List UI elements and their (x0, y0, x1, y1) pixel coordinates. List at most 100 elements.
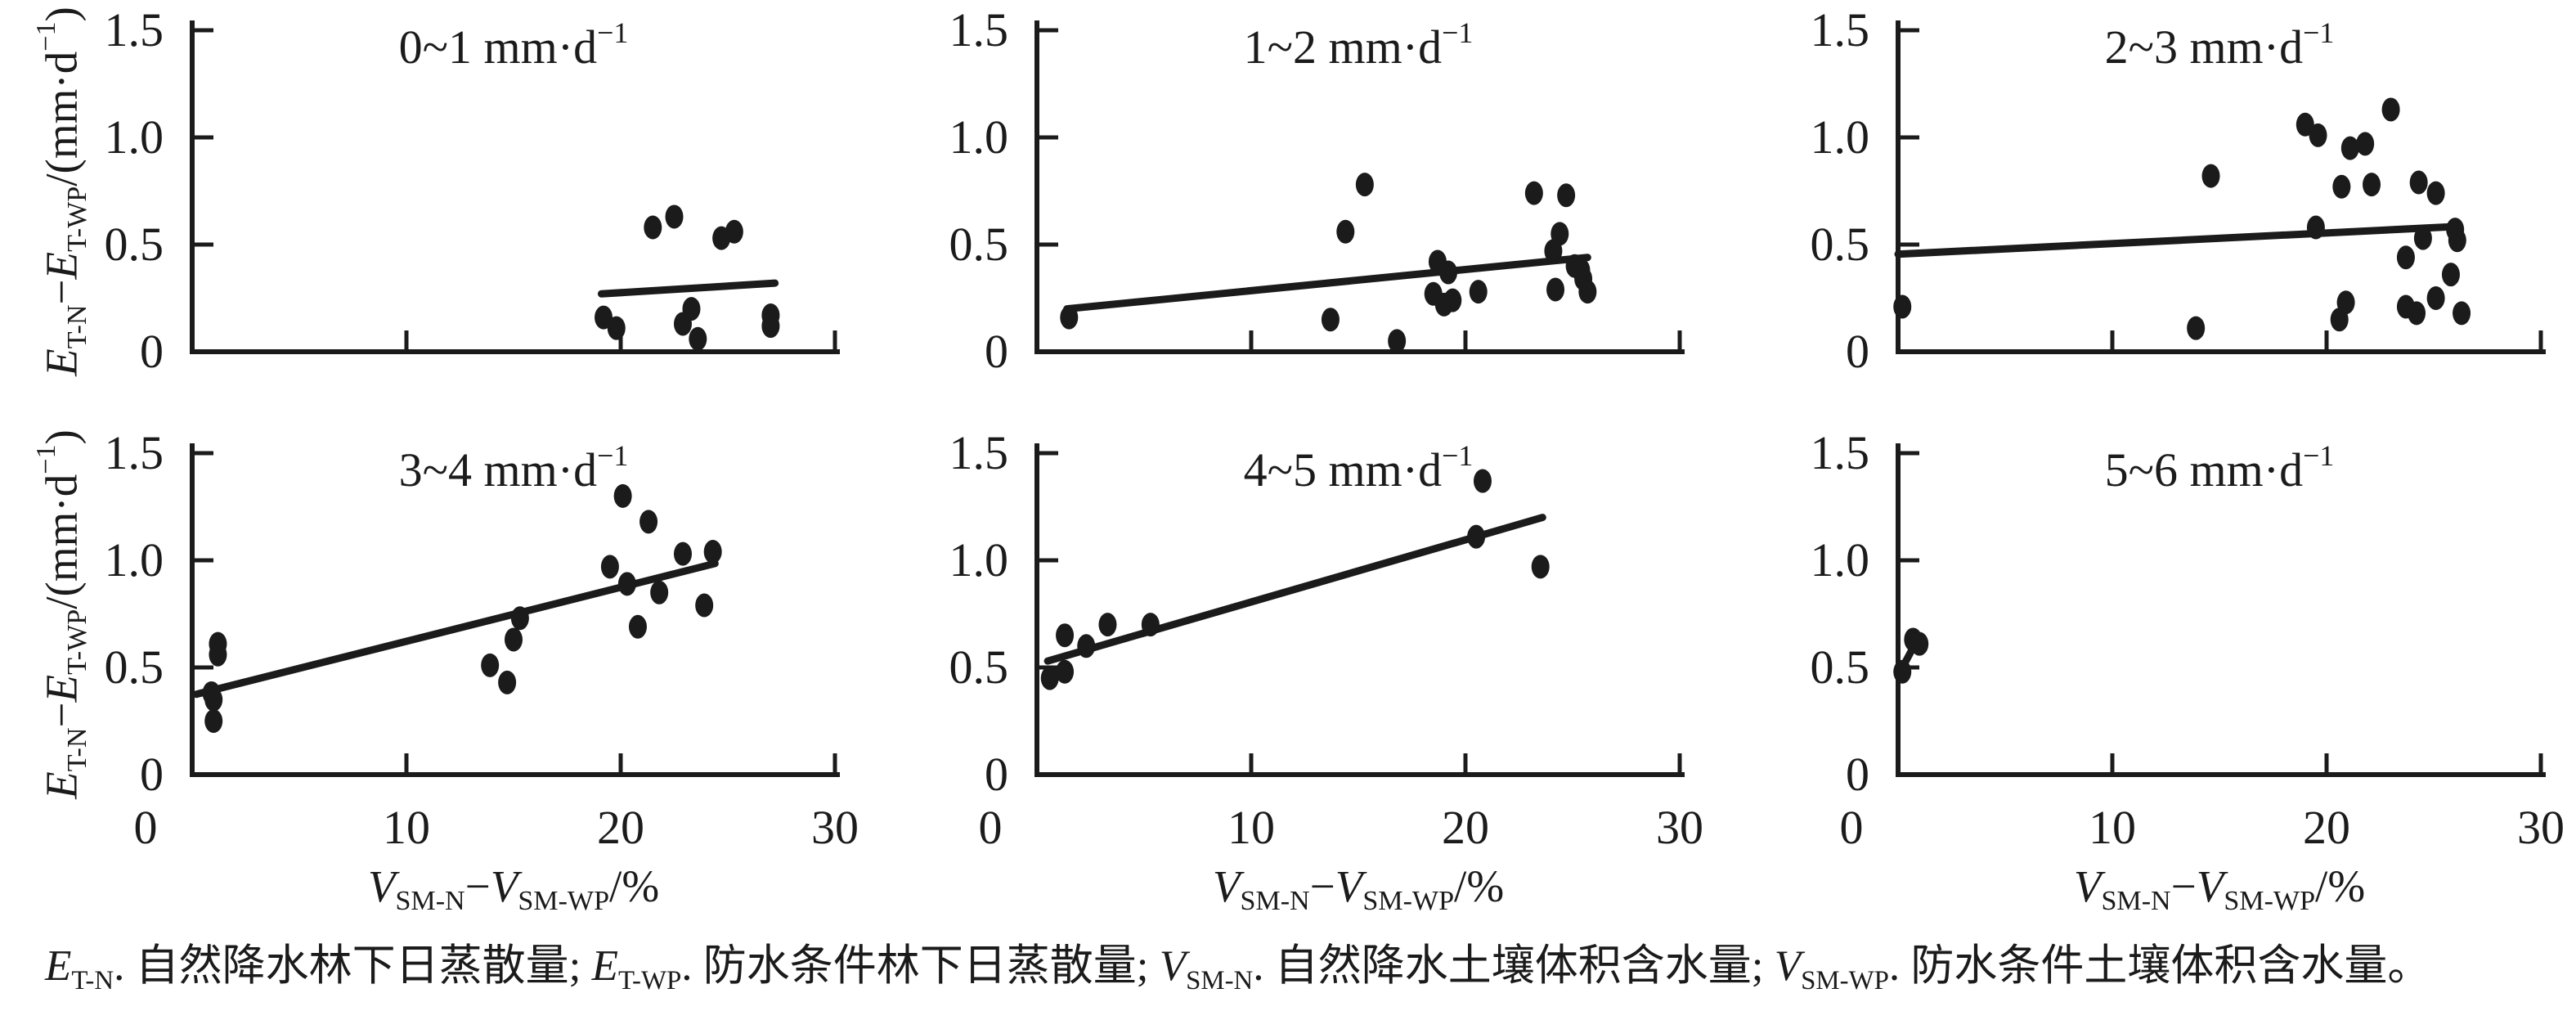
data-point (204, 687, 223, 712)
y-tick-label: 1.5 (949, 426, 1009, 479)
x-tick-label: 20 (1442, 801, 1489, 854)
data-point (628, 614, 647, 639)
data-point (1141, 613, 1160, 637)
panel-4-title: 4~5 mm·d−1 (1243, 439, 1474, 497)
data-point (2381, 97, 2400, 122)
y-tick-label: 0 (1846, 748, 1869, 801)
data-point (1040, 666, 1059, 690)
figure-caption: ET-N. 自然降水林下日蒸散量; ET-WP. 防水条件林下日蒸散量; VSM… (45, 942, 2431, 996)
y-tick-label: 0.5 (949, 218, 1009, 271)
data-point (2201, 164, 2220, 188)
data-point (607, 316, 626, 340)
data-point (2306, 215, 2325, 240)
data-point (2332, 174, 2351, 199)
data-point (1578, 280, 1597, 304)
data-point (1893, 294, 1912, 319)
data-point (2296, 112, 2314, 137)
y-tick-label: 1.5 (104, 3, 164, 56)
data-point (1467, 524, 1486, 549)
data-point (2409, 170, 2428, 195)
x-tick-label: 0 (1839, 801, 1864, 854)
data-point (481, 653, 500, 677)
data-point (204, 709, 223, 733)
trend-line (597, 279, 779, 298)
panel-3 (190, 443, 840, 777)
data-point (1544, 239, 1563, 263)
data-point (1531, 555, 1550, 579)
data-point (1336, 219, 1355, 244)
data-point (725, 219, 743, 244)
y-tick-label: 1.0 (949, 533, 1009, 586)
panel-0-title: 0~1 mm·d−1 (398, 16, 629, 74)
x-tick-label: 30 (811, 801, 859, 854)
data-point (2408, 301, 2426, 326)
data-point (613, 483, 632, 508)
y-tick-label: 1.5 (1810, 3, 1870, 56)
data-point (510, 606, 529, 631)
y-tick-label: 1.0 (104, 110, 164, 164)
x-tick-label: 0 (978, 801, 1003, 854)
data-point (1098, 613, 1117, 637)
data-point (650, 580, 669, 604)
data-point (2363, 173, 2381, 197)
data-point (209, 642, 227, 667)
y-tick-label: 0.5 (104, 218, 164, 271)
data-point (2187, 316, 2206, 340)
panel-3-title: 3~4 mm·d−1 (398, 439, 629, 497)
y-tick-label: 0 (985, 325, 1008, 378)
y-tick-label: 1.5 (1810, 426, 1870, 479)
panel-4 (1034, 443, 1685, 777)
y-tick-label: 1.0 (949, 110, 1009, 164)
data-point (617, 572, 636, 596)
panel-5 (1893, 443, 2546, 777)
data-point (1473, 469, 1492, 493)
data-point (1469, 280, 1488, 304)
data-point (2413, 226, 2432, 250)
data-point (1060, 305, 1079, 330)
x-axis-title: VSM-N−VSM-WP/% (1212, 861, 1505, 917)
data-point (2426, 181, 2445, 205)
data-point (1524, 181, 1543, 205)
data-point (1439, 260, 1458, 285)
data-point (2426, 286, 2445, 310)
x-tick-label: 10 (2089, 801, 2136, 854)
panel-2-title: 2~3 mm·d−1 (2104, 16, 2335, 74)
data-point (665, 204, 684, 229)
y-tick-label: 0.5 (1810, 218, 1870, 271)
y-tick-label: 0 (985, 748, 1008, 801)
y-tick-label: 1.0 (104, 533, 164, 586)
data-point (761, 314, 780, 339)
panel-0 (190, 20, 840, 354)
x-tick-label: 20 (2303, 801, 2350, 854)
data-point (505, 627, 523, 652)
data-point (600, 555, 619, 579)
panel-1 (1034, 20, 1685, 354)
data-point (1056, 659, 1075, 684)
x-tick-label: 20 (597, 801, 644, 854)
data-point (1077, 634, 1096, 658)
data-point (498, 670, 517, 694)
data-point (1443, 288, 1462, 312)
y-tick-label: 0 (140, 748, 164, 801)
data-point (2441, 263, 2460, 287)
data-point (673, 312, 692, 336)
panel-2 (1893, 20, 2546, 354)
y-tick-label: 0 (1846, 325, 1869, 378)
trend-line (1063, 254, 1591, 313)
x-axis-title: VSM-N−VSM-WP/% (2073, 861, 2366, 917)
data-point (1546, 277, 1565, 302)
y-tick-label: 0.5 (104, 640, 164, 694)
data-point (2448, 228, 2466, 253)
data-point (2309, 123, 2327, 147)
data-point (2330, 308, 2349, 332)
data-point (1910, 631, 1929, 656)
x-tick-label: 0 (133, 801, 158, 854)
x-tick-label: 30 (1656, 801, 1703, 854)
data-point (1388, 329, 1407, 353)
y-tick-label: 1.0 (1810, 533, 1870, 586)
data-point (1355, 173, 1374, 197)
panel-1-title: 1~2 mm·d−1 (1243, 16, 1474, 74)
data-point (2356, 132, 2375, 156)
data-point (703, 540, 722, 564)
